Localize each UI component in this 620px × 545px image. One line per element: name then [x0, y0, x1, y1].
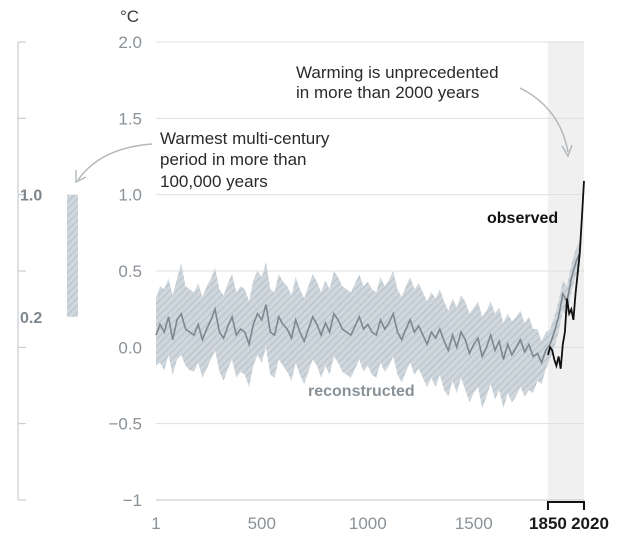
annotation-warmest-line3: 100,000 years [160, 172, 268, 191]
y-unit-label: °C [120, 7, 139, 26]
x-tick-label: 500 [248, 514, 276, 533]
annotation-arrow-right [519, 87, 569, 153]
period-bracket [546, 501, 585, 510]
x-tick-label: 1850 [529, 514, 567, 533]
warmest-period-bar [67, 194, 78, 317]
y-tick-label: −0.5 [108, 415, 142, 434]
x-tick-label: 1500 [455, 514, 493, 533]
annotation-unprecedented-line2: in more than 2000 years [296, 83, 479, 102]
y-tick-label: 1.5 [118, 109, 142, 128]
x-tick-label: 1 [151, 514, 160, 533]
annotation-arrowhead-right [561, 144, 573, 158]
x-tick-label: 1000 [349, 514, 387, 533]
side-bar: 1.0 0.2 [17, 41, 78, 501]
y-tick-label: 1.0 [118, 186, 142, 205]
observed-label: observed [487, 210, 558, 227]
observed-line [547, 180, 585, 369]
y-tick-label: 0.5 [118, 262, 142, 281]
reconstructed-label: reconstructed [308, 383, 415, 400]
y-tick-labels: 2.0 1.5 1.0 0.5 0.0 −0.5 −1 [108, 33, 142, 510]
side-bar-tick-label: 0.2 [20, 310, 42, 327]
y-tick-label: −1 [123, 491, 142, 510]
y-tick-label: 0.0 [118, 338, 142, 357]
annotation-warmest-line2: period in more than [160, 150, 306, 169]
annotation-warmest-line1: Warmest multi-century [160, 129, 330, 148]
side-bar-tick-label: 1.0 [20, 188, 42, 205]
reconstructed-line [155, 252, 581, 365]
y-tick-label: 2.0 [118, 33, 142, 52]
x-tick-label: 2020 [571, 514, 609, 533]
annotation-unprecedented-line1: Warming is unprecedented [296, 63, 499, 82]
annotation-arrow-left [77, 143, 153, 181]
gridlines [156, 41, 584, 425]
annotation-arrowhead-left [75, 170, 87, 184]
x-tick-labels: 1 500 1000 1500 1850 2020 [151, 514, 609, 533]
